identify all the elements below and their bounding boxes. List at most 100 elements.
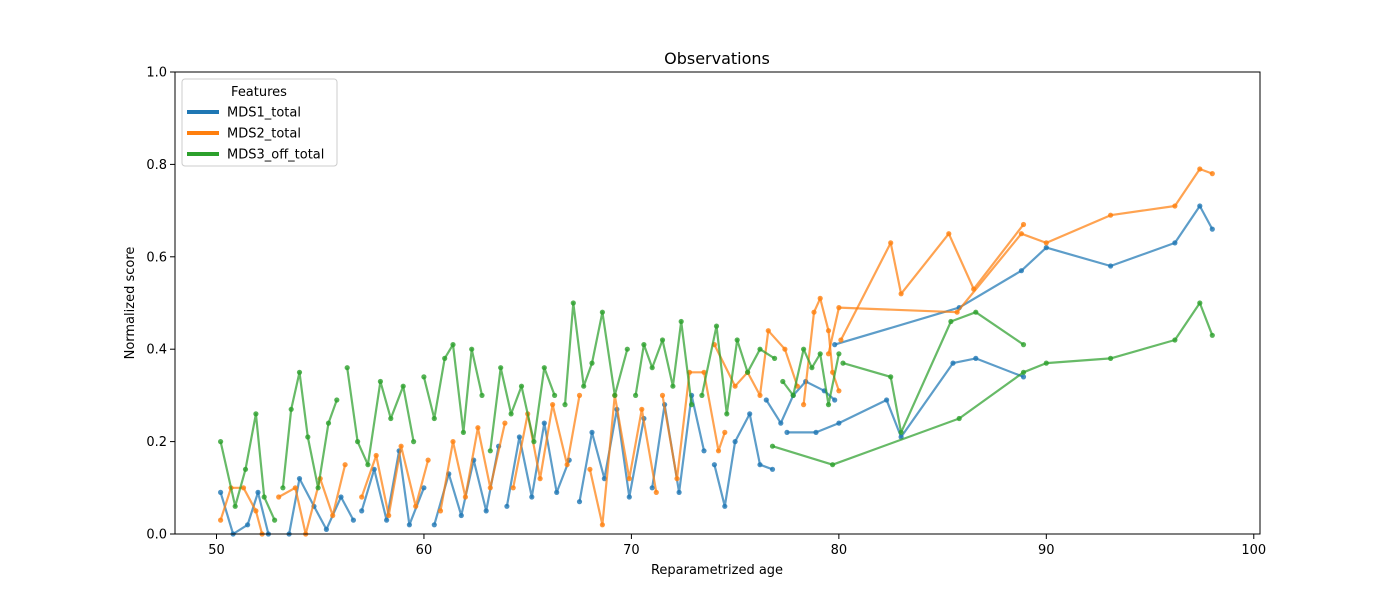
- data-point: [460, 429, 466, 435]
- data-point: [554, 489, 560, 495]
- data-point: [813, 429, 819, 435]
- data-point: [973, 355, 979, 361]
- data-point: [784, 429, 790, 435]
- data-point: [836, 305, 842, 311]
- data-point: [276, 494, 282, 500]
- data-point: [359, 508, 365, 514]
- data-point: [898, 429, 904, 435]
- data-point: [421, 485, 427, 491]
- plot-area: [218, 166, 1215, 537]
- data-point: [529, 494, 535, 500]
- data-point: [624, 346, 630, 352]
- data-point: [626, 476, 632, 482]
- y-axis: 0.0 0.2 0.4 0.6 0.8 1.0: [146, 66, 175, 543]
- data-point: [487, 448, 493, 454]
- data-point: [1197, 166, 1203, 172]
- y-tick-label: 0.0: [146, 528, 167, 543]
- data-point: [288, 406, 294, 412]
- data-point: [253, 411, 259, 417]
- x-tick-label: 70: [623, 543, 640, 558]
- data-point: [757, 346, 763, 352]
- data-point: [344, 365, 350, 371]
- data-point: [510, 485, 516, 491]
- series-line: [563, 301, 629, 405]
- data-point: [398, 443, 404, 449]
- data-point: [838, 337, 844, 343]
- data-point: [836, 388, 842, 394]
- data-point: [659, 392, 666, 398]
- data-point: [1043, 360, 1049, 366]
- data-point: [589, 429, 595, 435]
- data-point: [323, 526, 329, 533]
- data-point: [1108, 212, 1114, 218]
- data-point: [769, 466, 776, 472]
- data-point: [479, 392, 485, 398]
- data-point: [541, 420, 547, 426]
- series-line: [834, 204, 1214, 346]
- data-point: [626, 494, 632, 500]
- data-point: [450, 342, 456, 348]
- data-point: [487, 485, 493, 491]
- legend-label: MDS2_total: [227, 127, 301, 142]
- data-point: [757, 392, 763, 398]
- data-point: [809, 365, 815, 371]
- data-point: [790, 392, 796, 398]
- data-point: [442, 355, 448, 361]
- data-point: [817, 351, 823, 357]
- x-tick-label: 60: [416, 543, 433, 558]
- data-point: [732, 439, 738, 445]
- chart-title: Observations: [664, 49, 770, 68]
- data-point: [359, 494, 365, 500]
- data-point: [676, 489, 682, 495]
- data-point: [884, 397, 890, 403]
- data-point: [406, 522, 412, 528]
- data-point: [639, 406, 645, 412]
- data-point: [587, 466, 593, 472]
- data-point: [782, 346, 788, 352]
- series-line: [839, 223, 1025, 341]
- series-line: [634, 320, 693, 405]
- data-point: [948, 318, 954, 325]
- data-point: [633, 392, 639, 398]
- data-point: [384, 517, 390, 523]
- data-point: [292, 485, 298, 491]
- data-point: [888, 374, 894, 380]
- data-point: [411, 439, 417, 445]
- data-point: [1018, 231, 1024, 237]
- data-point: [373, 452, 379, 459]
- data-point: [772, 355, 778, 361]
- data-point: [305, 434, 311, 440]
- data-point: [1197, 203, 1203, 209]
- data-point: [377, 378, 383, 385]
- data-point: [355, 439, 361, 445]
- data-point: [365, 462, 371, 468]
- data-point: [400, 383, 406, 389]
- data-point: [296, 369, 303, 375]
- y-tick-label: 1.0: [146, 66, 167, 81]
- x-tick-label: 90: [1038, 543, 1055, 558]
- data-point: [280, 485, 286, 491]
- data-point: [888, 240, 894, 246]
- data-point: [713, 323, 720, 329]
- data-point: [825, 328, 832, 334]
- series-line: [360, 445, 430, 517]
- data-point: [1020, 369, 1027, 375]
- data-point: [898, 291, 904, 297]
- data-point: [1209, 171, 1215, 177]
- data-point: [1172, 240, 1178, 246]
- data-point: [801, 402, 807, 408]
- data-point: [612, 392, 618, 398]
- legend-label: MDS3_off_total: [227, 148, 324, 163]
- series-line: [787, 357, 1024, 439]
- data-point: [825, 351, 832, 357]
- data-point: [325, 420, 332, 426]
- data-point: [689, 402, 695, 408]
- data-point: [552, 392, 558, 398]
- data-point: [242, 466, 249, 472]
- data-point: [342, 462, 348, 468]
- data-point: [1209, 332, 1215, 338]
- data-point: [564, 462, 570, 468]
- data-point: [722, 429, 728, 435]
- data-point: [825, 402, 832, 408]
- data-point: [747, 411, 753, 417]
